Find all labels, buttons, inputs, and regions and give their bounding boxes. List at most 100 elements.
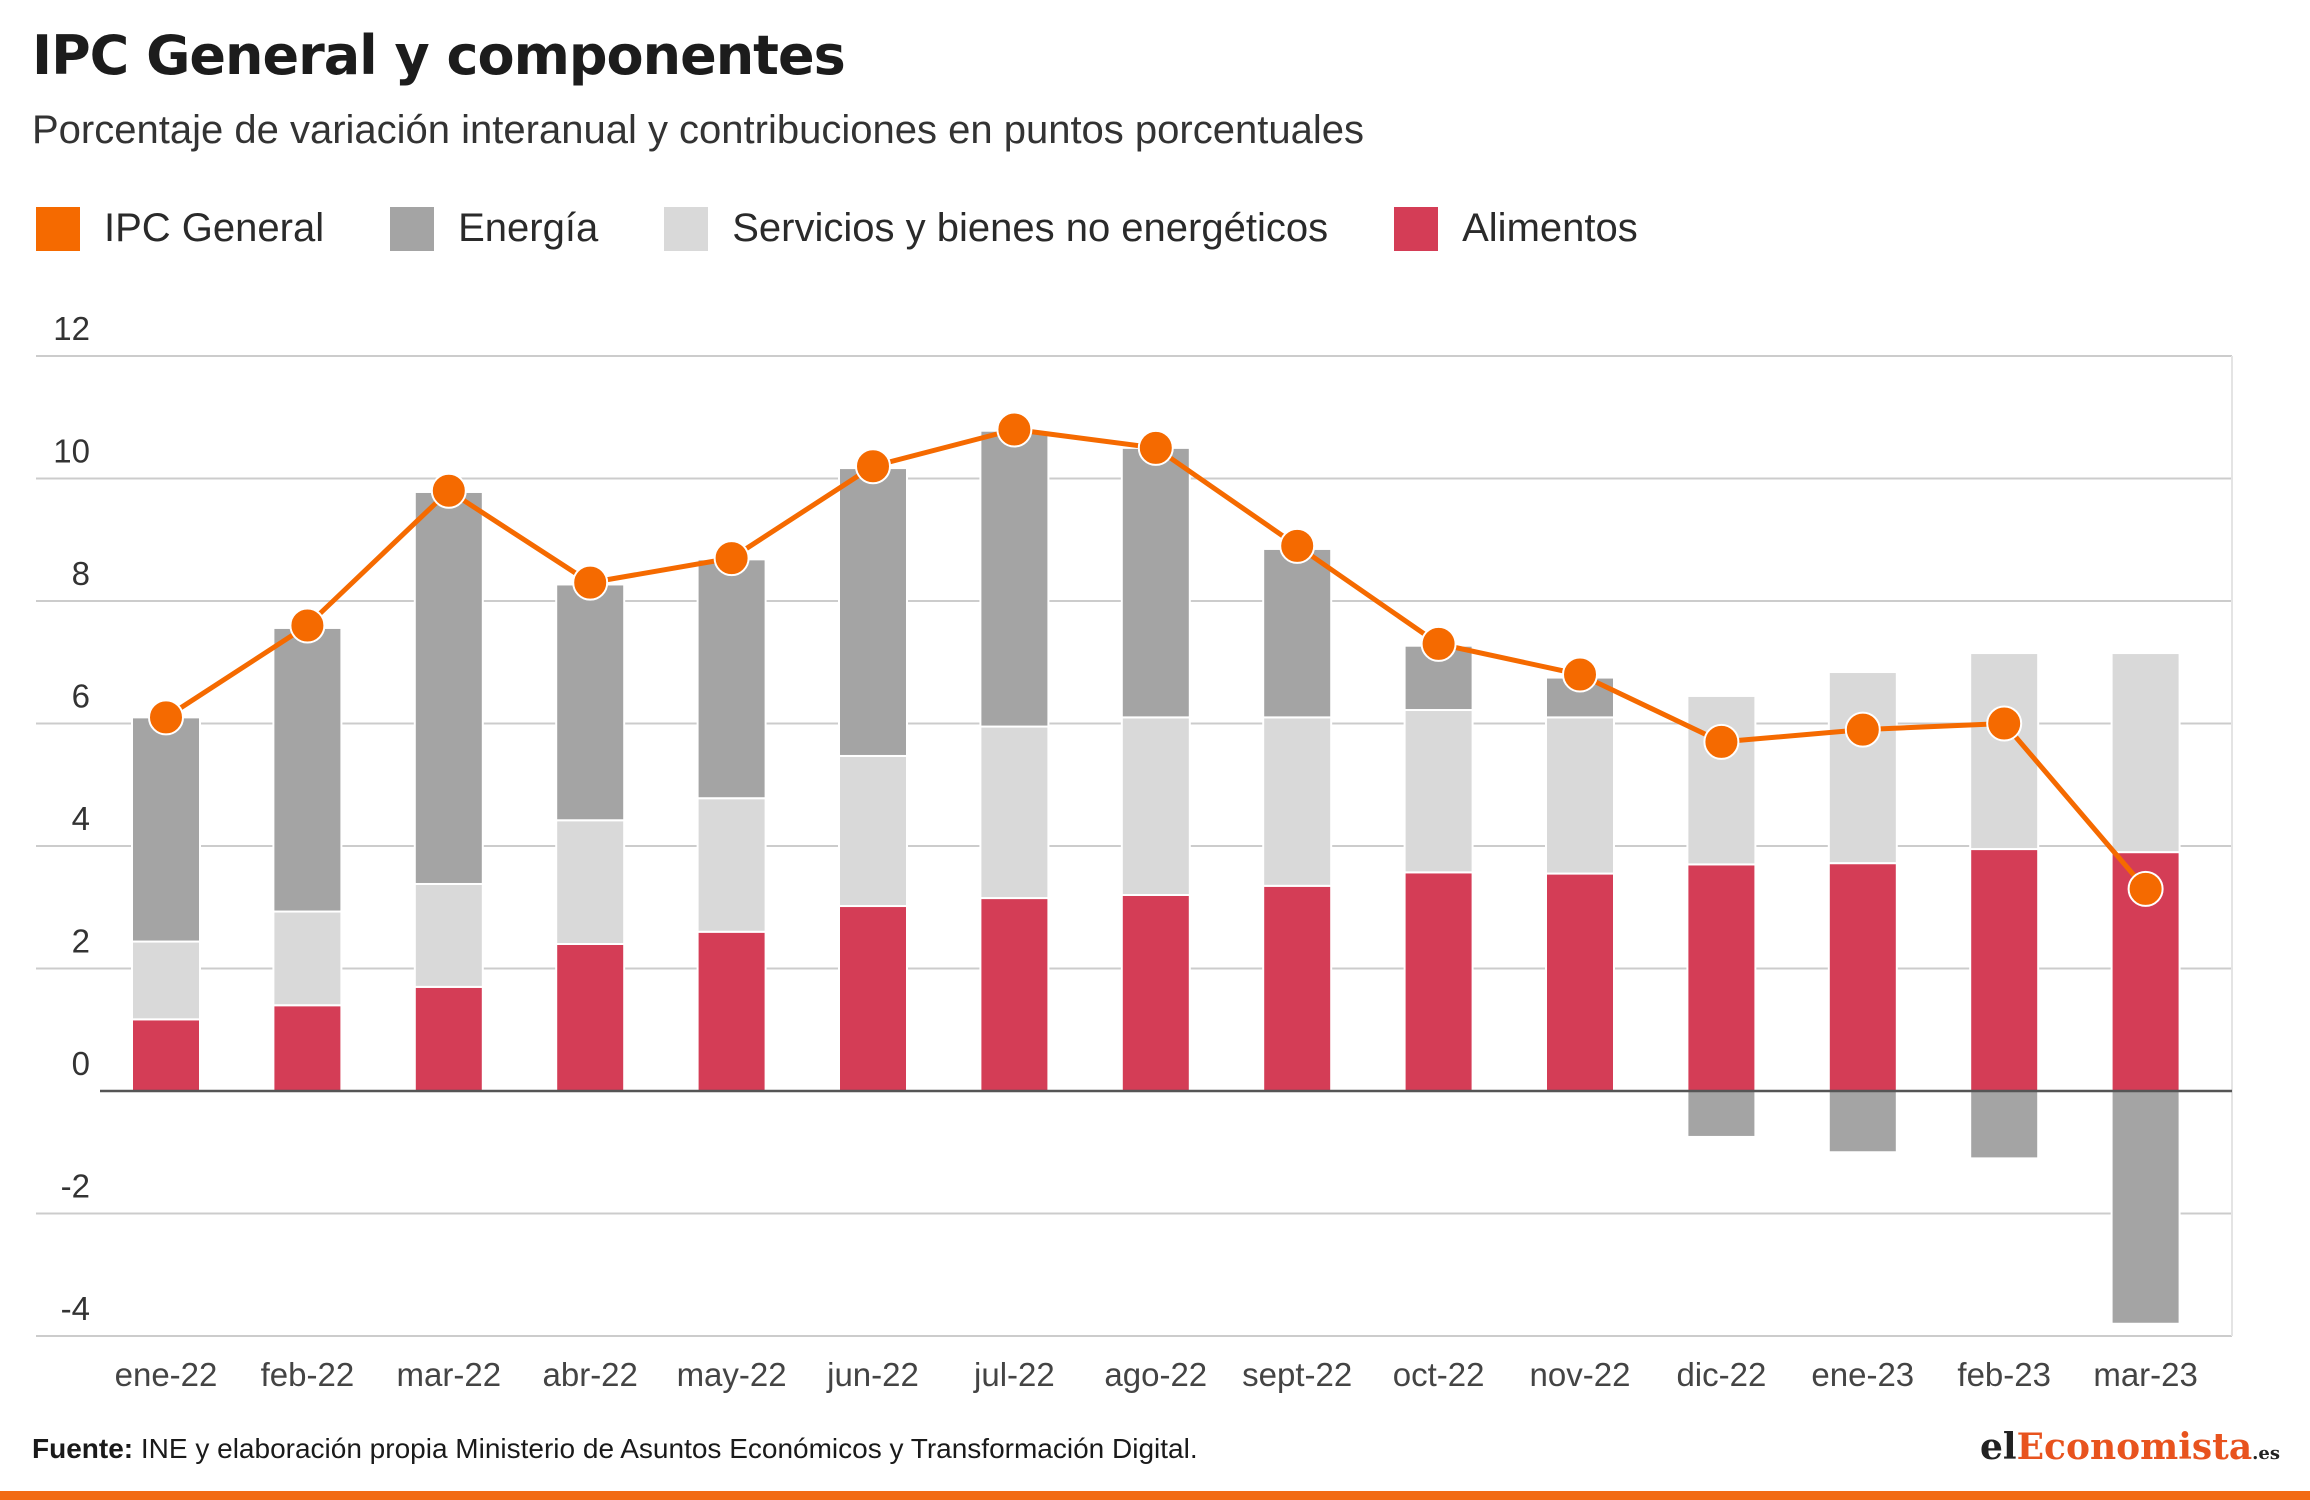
y-tick-label: 6 bbox=[72, 678, 90, 715]
source-text: INE y elaboración propia Ministerio de A… bbox=[140, 1433, 1198, 1464]
y-tick-label: 4 bbox=[72, 800, 90, 837]
x-tick-label: feb-22 bbox=[261, 1356, 355, 1393]
ipc-point-may-22 bbox=[713, 540, 750, 577]
bar-energia-abr-22 bbox=[555, 583, 626, 822]
legend-label-energia: Energía bbox=[458, 206, 599, 250]
x-tick-label: sept-22 bbox=[1242, 1356, 1352, 1393]
y-tick-label: -2 bbox=[61, 1168, 90, 1205]
bar-energia-mar-23 bbox=[2110, 1090, 2181, 1325]
chart-legend: IPC General Energía Servicios y bienes n… bbox=[36, 206, 1704, 251]
ipc-point-feb-23 bbox=[1986, 705, 2023, 742]
legend-label-servicios: Servicios y bienes no energéticos bbox=[732, 206, 1329, 250]
source-note: Fuente: INE y elaboración propia Ministe… bbox=[32, 1433, 1198, 1465]
y-tick-label: 10 bbox=[53, 433, 90, 470]
x-tick-label: may-22 bbox=[677, 1356, 787, 1393]
bar-servicios-mar-23 bbox=[2110, 652, 2181, 854]
x-tick-label: ene-22 bbox=[115, 1356, 218, 1393]
y-tick-label: 2 bbox=[72, 923, 90, 960]
bar-alimentos-jul-22 bbox=[979, 897, 1050, 1092]
bar-servicios-jul-22 bbox=[979, 725, 1050, 900]
bar-energia-jun-22 bbox=[838, 467, 908, 757]
bar-alimentos-feb-23 bbox=[1969, 848, 2040, 1092]
bar-energia-ene-23 bbox=[1827, 1090, 1898, 1154]
x-tick-label: ago-22 bbox=[1104, 1356, 1207, 1393]
bar-servicios-abr-22 bbox=[555, 819, 626, 946]
ipc-point-jun-22 bbox=[855, 448, 891, 485]
legend-swatch-servicios bbox=[664, 206, 709, 251]
ipc-point-nov-22 bbox=[1562, 656, 1598, 693]
ipc-point-feb-22 bbox=[289, 607, 326, 644]
bar-energia-may-22 bbox=[696, 558, 767, 800]
x-tick-label: mar-23 bbox=[2093, 1356, 2198, 1393]
bar-servicios-ene-23 bbox=[1827, 671, 1898, 865]
bar-servicios-ene-22 bbox=[131, 940, 201, 1021]
source-label: Fuente: bbox=[32, 1433, 134, 1464]
bar-servicios-may-22 bbox=[696, 797, 767, 933]
ipc-point-ago-22 bbox=[1137, 429, 1174, 466]
bar-energia-feb-22 bbox=[272, 626, 343, 913]
legend-swatch-ipc-general bbox=[36, 206, 80, 251]
brand-part-2: Economista bbox=[2016, 1426, 2253, 1468]
ipc-point-sept-22 bbox=[1279, 527, 1316, 564]
x-tick-label: dic-22 bbox=[1676, 1356, 1766, 1393]
bar-alimentos-abr-22 bbox=[555, 943, 626, 1092]
bar-energia-mar-22 bbox=[413, 490, 484, 885]
legend-item-alimentos: Alimentos bbox=[1394, 206, 1638, 251]
ipc-point-mar-22 bbox=[430, 472, 467, 509]
bar-energia-ago-22 bbox=[1120, 446, 1191, 719]
ipc-point-dic-22 bbox=[1703, 723, 1740, 760]
x-tick-label: oct-22 bbox=[1393, 1356, 1485, 1393]
legend-item-servicios: Servicios y bienes no energéticos bbox=[664, 206, 1328, 251]
brand-part-3: .es bbox=[2252, 1443, 2280, 1464]
bar-servicios-jun-22 bbox=[838, 754, 908, 908]
x-tick-label: abr-22 bbox=[543, 1356, 638, 1393]
x-tick-label: jul-22 bbox=[973, 1356, 1055, 1393]
bar-energia-jul-22 bbox=[979, 429, 1050, 728]
bar-alimentos-oct-22 bbox=[1403, 871, 1474, 1093]
ipc-point-oct-22 bbox=[1420, 625, 1457, 662]
legend-swatch-alimentos bbox=[1394, 206, 1439, 251]
bar-servicios-nov-22 bbox=[1545, 716, 1615, 875]
bar-energia-ene-22 bbox=[131, 716, 201, 943]
ipc-point-jul-22 bbox=[996, 411, 1033, 448]
bar-alimentos-feb-22 bbox=[272, 1004, 343, 1092]
x-tick-label: feb-23 bbox=[1957, 1356, 2051, 1393]
chart-subtitle: Porcentaje de variación interanual y con… bbox=[32, 108, 1364, 152]
ipc-point-abr-22 bbox=[572, 564, 609, 601]
chart-plot: 12 10 8 6 4 2 0 -2 -4 ene-22 feb-22 mar-22 abr-22 may… bbox=[36, 310, 2233, 1393]
bar-energia-sept-22 bbox=[1262, 547, 1333, 719]
bar-alimentos-may-22 bbox=[696, 930, 767, 1092]
bars-layer bbox=[131, 429, 2181, 1325]
legend-label-alimentos: Alimentos bbox=[1462, 206, 1638, 250]
bar-alimentos-nov-22 bbox=[1545, 872, 1615, 1092]
chart-title: IPC General y componentes bbox=[32, 24, 846, 87]
bar-alimentos-jun-22 bbox=[838, 905, 908, 1093]
bar-alimentos-mar-22 bbox=[413, 985, 484, 1092]
bar-alimentos-sept-22 bbox=[1262, 884, 1333, 1092]
y-tick-label: 0 bbox=[72, 1045, 90, 1082]
x-tick-label: nov-22 bbox=[1530, 1356, 1631, 1393]
legend-item-energia: Energía bbox=[390, 206, 598, 251]
x-tick-label: ene-23 bbox=[1811, 1356, 1914, 1393]
y-tick-label: 12 bbox=[53, 310, 90, 347]
legend-item-ipc-general: IPC General bbox=[36, 206, 324, 251]
y-tick-label: 8 bbox=[72, 555, 90, 592]
brand-logo: elEconomista.es bbox=[1980, 1426, 2280, 1468]
axis-labels-layer: 12 10 8 6 4 2 0 -2 -4 ene-22 feb-22 mar-22 abr-22 may… bbox=[53, 310, 2198, 1393]
bar-energia-feb-23 bbox=[1969, 1090, 2040, 1160]
ipc-point-ene-22 bbox=[148, 699, 184, 736]
bar-alimentos-dic-22 bbox=[1686, 863, 1757, 1092]
bar-servicios-ago-22 bbox=[1120, 716, 1191, 896]
bar-servicios-mar-22 bbox=[413, 882, 484, 988]
ipc-point-mar-23 bbox=[2127, 870, 2164, 907]
x-tick-label: jun-22 bbox=[826, 1356, 919, 1393]
bar-alimentos-ene-23 bbox=[1827, 862, 1898, 1093]
ipc-point-ene-23 bbox=[1844, 711, 1881, 748]
bar-servicios-sept-22 bbox=[1262, 716, 1333, 887]
bar-servicios-feb-22 bbox=[272, 910, 343, 1007]
y-tick-label: -4 bbox=[61, 1290, 90, 1327]
x-tick-label: mar-22 bbox=[397, 1356, 502, 1393]
brand-part-1: el bbox=[1980, 1426, 2017, 1468]
legend-label-ipc-general: IPC General bbox=[104, 206, 325, 250]
legend-swatch-energia bbox=[390, 206, 435, 251]
